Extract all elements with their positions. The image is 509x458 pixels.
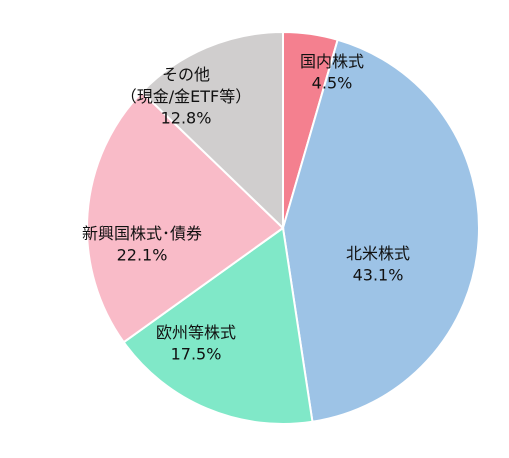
category-label: 欧州等株式	[156, 323, 236, 342]
category-label: 北米株式	[346, 244, 410, 263]
category-line: その他	[162, 65, 210, 84]
value-label: 17.5%	[171, 345, 222, 364]
value-label: 4.5%	[312, 74, 353, 93]
category-label: その他 （現金/金ETF等）	[121, 65, 251, 106]
value-label: 22.1%	[117, 246, 168, 265]
category-line: 北米株式	[346, 244, 410, 263]
category-line: 欧州等株式	[156, 323, 236, 342]
slice-label: 新興国株式･債券 22.1%	[82, 224, 202, 265]
category-line: （現金/金ETF等）	[121, 87, 251, 106]
category-line: 新興国株式･債券	[82, 224, 202, 243]
pie-slice	[86, 90, 285, 344]
value-label: 43.1%	[353, 266, 404, 285]
pie-slice	[140, 30, 284, 231]
slice-label: 北米株式 43.1%	[346, 244, 410, 285]
slice-label: 国内株式 4.5%	[300, 52, 364, 93]
pie-slice	[122, 226, 314, 425]
category-label: 新興国株式･債券	[82, 224, 202, 243]
category-line: 国内株式	[300, 52, 364, 71]
value-label: 12.8%	[161, 109, 212, 128]
pie-slice	[281, 38, 480, 423]
slice-label: その他 （現金/金ETF等） 12.8%	[121, 65, 251, 128]
category-label: 国内株式	[300, 52, 364, 71]
slice-label: 欧州等株式 17.5%	[156, 323, 236, 364]
